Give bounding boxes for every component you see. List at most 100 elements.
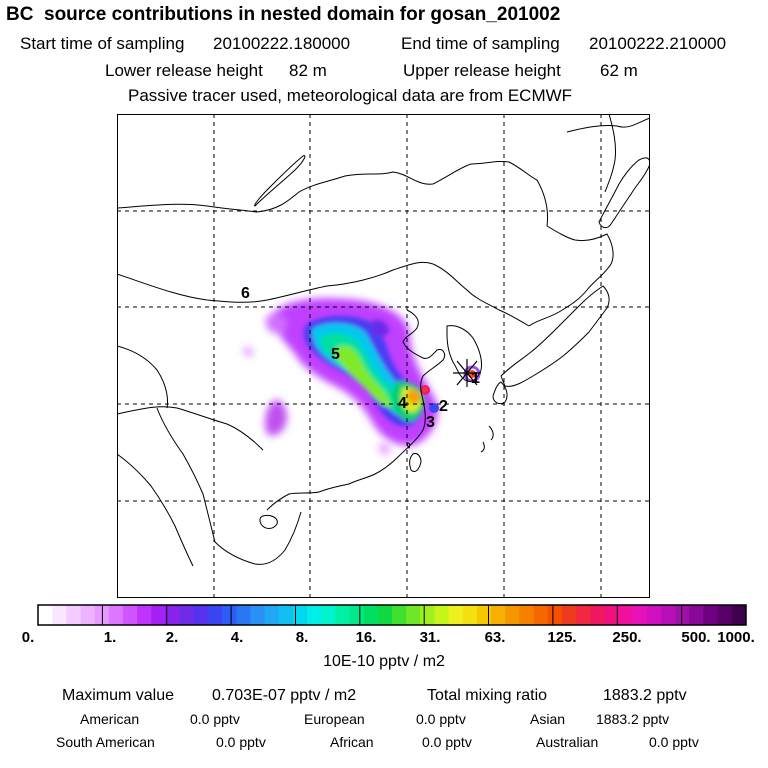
colorbar-swatch (264, 605, 280, 625)
colorbar-swatch (80, 605, 96, 625)
colorbar-tick-5: 16. (355, 629, 377, 646)
concentration-plume (243, 298, 481, 455)
chart-title: BC source contributions in nested domain… (6, 4, 561, 25)
colorbar-tick-9: 250. (612, 629, 642, 646)
colorbar-swatch (618, 605, 634, 625)
colorbar-swatch (689, 605, 705, 625)
upper-height-value: 62 m (600, 61, 638, 80)
colorbar-swatch (335, 605, 351, 625)
colorbar-tick-10: 500. (681, 629, 711, 646)
colorbar-swatch (675, 605, 690, 625)
source-contribution-map: 1 2 3 4 5 6 (117, 114, 650, 598)
colorbar-swatch (519, 605, 535, 625)
coastlines-and-borders (117, 114, 650, 567)
end-time-label: End time of sampling (401, 34, 560, 53)
region-label-4: 4 (398, 395, 407, 412)
european-value: 0.0 pptv (416, 711, 466, 727)
region-label-6: 6 (241, 285, 250, 302)
colorbar-swatch (576, 605, 591, 625)
american-label: American (80, 711, 140, 727)
colorbar-swatch (108, 605, 124, 625)
upper-height-label: Upper release height (403, 61, 561, 80)
colorbar-swatch (561, 605, 577, 625)
total-mixing-label: Total mixing ratio (427, 687, 548, 704)
colorbar-swatch (590, 605, 605, 625)
colorbar-swatch (250, 605, 266, 625)
colorbar-swatch (363, 605, 379, 625)
colorbar-swatch (547, 605, 563, 625)
total-mixing-value: 1883.2 pptv (603, 687, 687, 704)
australian-value: 0.0 pptv (649, 734, 699, 750)
south-american-label: South American (56, 734, 155, 750)
start-time-label: Start time of sampling (20, 34, 185, 53)
end-time-value: 20100222.210000 (589, 34, 727, 53)
australian-label: Australian (536, 734, 599, 750)
colorbar-swatch (349, 605, 365, 625)
colorbar-tick-0: 0. (21, 629, 35, 646)
colorbar-swatch (604, 605, 620, 625)
lat-lon-grid (117, 114, 650, 598)
colorbar-swatch (236, 605, 251, 625)
colorbar-tick-7: 63. (484, 629, 506, 646)
colorbar-swatch (491, 605, 506, 625)
colorbar-swatch (392, 605, 407, 625)
lower-height-label: Lower release height (105, 61, 263, 80)
colorbar-swatch (38, 605, 53, 625)
region-label-1: 1 (471, 370, 480, 387)
colorbar-swatch (462, 605, 478, 625)
asian-value: 1883.2 pptv (596, 711, 670, 727)
colorbar-swatch (377, 605, 393, 625)
colorbar-swatch (165, 605, 181, 625)
colorbar-swatch (448, 605, 464, 625)
colorbar-swatch (222, 605, 237, 625)
colorbar-swatch (207, 605, 223, 625)
colorbar-tick-11: 1000. (717, 629, 755, 646)
colorbar-swatch (321, 605, 336, 625)
tracer-note: Passive tracer used, meteorological data… (128, 86, 573, 105)
region-label-2: 2 (439, 398, 448, 415)
colorbar-swatch (179, 605, 195, 625)
colorbar-swatch (731, 605, 747, 625)
american-value: 0.0 pptv (190, 711, 240, 727)
colorbar-swatch (406, 605, 421, 625)
region-label-5: 5 (331, 346, 340, 363)
colorbar-swatch (703, 605, 719, 625)
colorbar-tick-1: 1. (103, 629, 117, 646)
lower-height-value: 82 m (289, 61, 327, 80)
colorbar-swatch (434, 605, 450, 625)
color-scale-bar (37, 604, 747, 626)
colorbar-units: 10E-10 pptv / m2 (323, 653, 445, 670)
african-label: African (330, 734, 374, 750)
max-value: 0.703E-07 pptv / m2 (212, 687, 357, 704)
colorbar-swatch (292, 605, 308, 625)
colorbar-swatch (52, 605, 67, 625)
colorbar-swatch (420, 605, 435, 625)
european-label: European (304, 711, 365, 727)
colorbar-swatch (533, 605, 549, 625)
african-value: 0.0 pptv (422, 734, 472, 750)
colorbar-frame (37, 604, 747, 626)
colorbar-tick-4: 8. (295, 629, 309, 646)
colorbar-swatch (66, 605, 81, 625)
colorbar-swatch (632, 605, 648, 625)
south-american-value: 0.0 pptv (216, 734, 266, 750)
colorbar-swatch (193, 605, 209, 625)
colorbar-swatch (278, 605, 294, 625)
colorbar-tick-6: 31. (419, 629, 441, 646)
colorbar-tick-8: 125. (547, 629, 577, 646)
colorbar-swatch (307, 605, 322, 625)
colorbar-swatch (661, 605, 676, 625)
colorbar-swatch (151, 605, 166, 625)
colorbar-swatch (122, 605, 138, 625)
asian-label: Asian (530, 711, 566, 727)
colorbar-swatch (476, 605, 492, 625)
colorbar-swatch (137, 605, 152, 625)
max-value-label: Maximum value (62, 687, 175, 704)
colorbar-swatch (505, 605, 520, 625)
receptor-site-star (453, 359, 481, 387)
colorbar-tick-2: 2. (165, 629, 179, 646)
region-label-3: 3 (426, 414, 435, 431)
colorbar-tick-3: 4. (230, 629, 244, 646)
colorbar-swatch (646, 605, 662, 625)
colorbar-swatch (717, 605, 733, 625)
